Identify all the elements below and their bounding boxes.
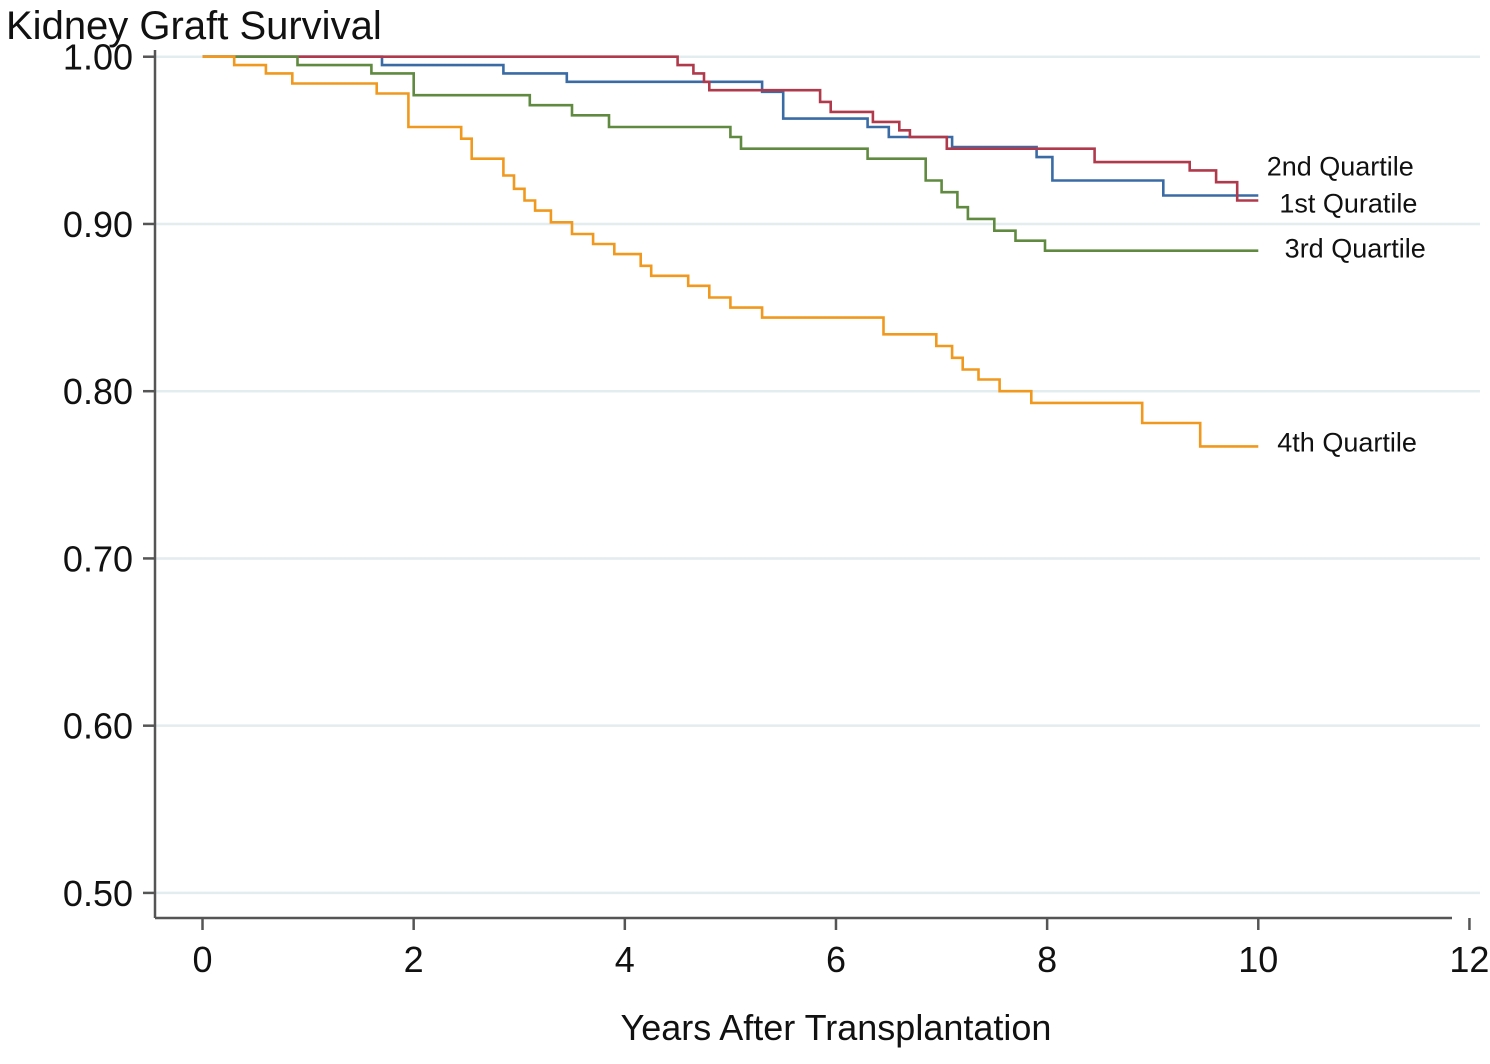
y-tick-label: 0.50 xyxy=(63,873,133,914)
x-tick-label: 4 xyxy=(615,939,635,980)
series-label-2: 2nd Quartile xyxy=(1267,151,1414,181)
y-tick-label: 0.80 xyxy=(63,371,133,412)
y-tick-label: 1.00 xyxy=(63,37,133,78)
x-tick-label: 0 xyxy=(192,939,212,980)
x-tick-label: 12 xyxy=(1449,939,1489,980)
x-tick-label: 2 xyxy=(404,939,424,980)
chart-title: Kidney Graft Survival xyxy=(6,4,382,48)
series-line-3 xyxy=(202,55,1259,252)
series-label-4: 4th Quartile xyxy=(1277,427,1417,457)
y-tick-label: 0.90 xyxy=(63,204,133,245)
series-label-3: 3rd Quartile xyxy=(1285,233,1426,263)
x-axis-label: Years After Transplantation xyxy=(620,1007,1051,1048)
x-tick-label: 6 xyxy=(826,939,846,980)
y-tick-label: 0.70 xyxy=(63,538,133,579)
x-tick-label: 8 xyxy=(1037,939,1057,980)
y-tick-label: 0.60 xyxy=(63,706,133,747)
series-label-1: 1st Quratile xyxy=(1279,188,1417,218)
x-tick-label: 10 xyxy=(1238,939,1278,980)
series-line-4 xyxy=(202,55,1259,448)
series-line-2 xyxy=(202,55,1259,202)
series-line-1 xyxy=(202,55,1259,197)
